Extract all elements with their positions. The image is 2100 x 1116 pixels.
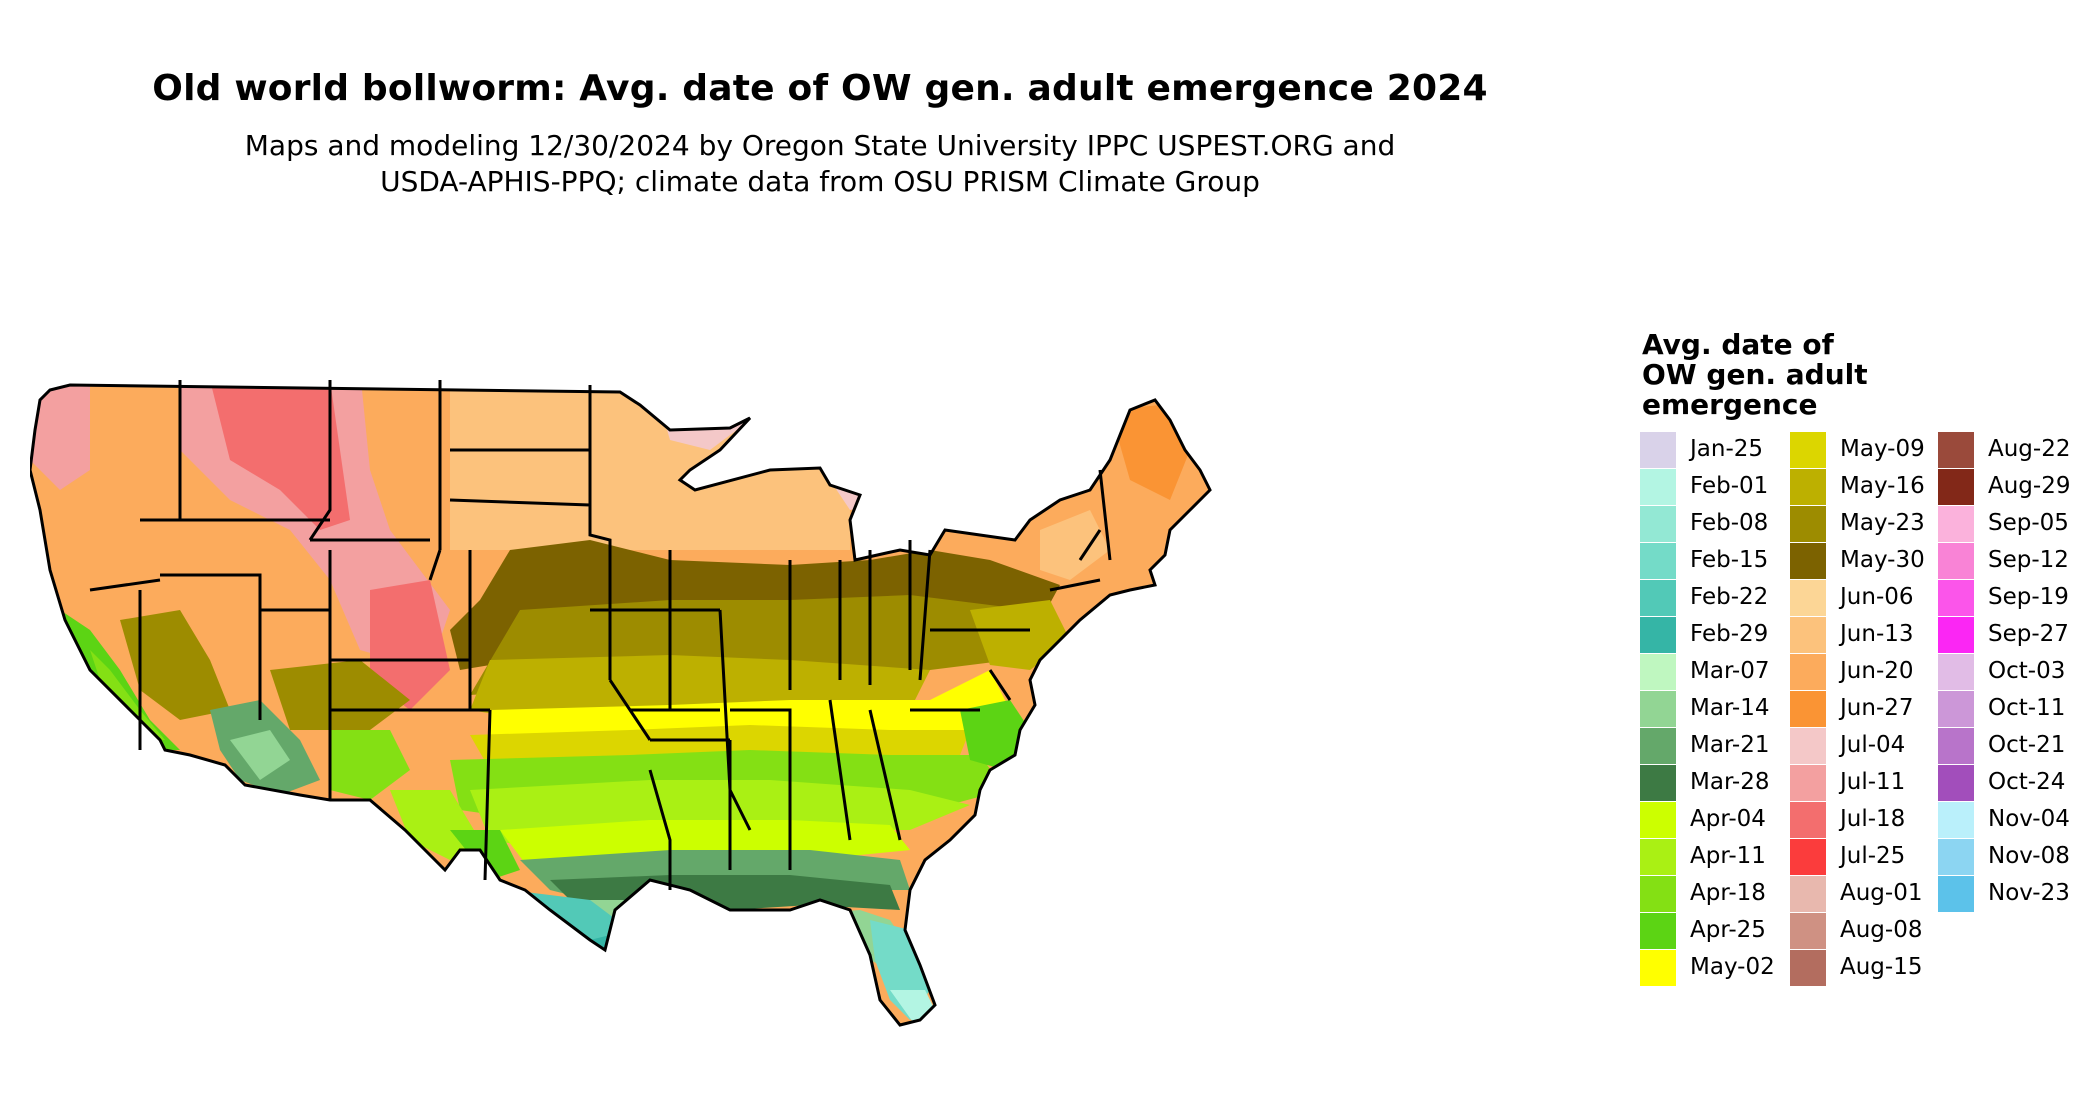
subtitle-line-1: Maps and modeling 12/30/2024 by Oregon S… <box>244 129 1396 162</box>
legend-label: Oct-11 <box>1988 695 2066 721</box>
legend-swatch <box>1640 469 1676 505</box>
legend-swatch <box>1640 432 1676 468</box>
legend-swatch <box>1790 691 1826 727</box>
legend-label: Jun-20 <box>1840 658 1914 684</box>
legend-swatch <box>1938 691 1974 727</box>
legend-label: Sep-19 <box>1988 584 2069 610</box>
map-subtitle: Maps and modeling 12/30/2024 by Oregon S… <box>140 128 1500 200</box>
legend-label: Feb-01 <box>1690 473 1769 499</box>
legend-label: Nov-08 <box>1988 843 2070 869</box>
legend-label: May-02 <box>1690 954 1775 980</box>
legend-label: May-23 <box>1840 510 1925 536</box>
legend-swatch <box>1938 654 1974 690</box>
legend-label: Jun-06 <box>1840 584 1914 610</box>
legend-label: May-30 <box>1840 547 1925 573</box>
legend-label: Aug-15 <box>1840 954 1923 980</box>
legend-swatch <box>1938 506 1974 542</box>
legend-label: Jul-11 <box>1840 769 1906 795</box>
legend-label: May-09 <box>1840 436 1925 462</box>
legend-swatch <box>1790 580 1826 616</box>
legend-label: Mar-14 <box>1690 695 1770 721</box>
legend-swatch <box>1640 728 1676 764</box>
legend-label: Jul-25 <box>1840 843 1906 869</box>
legend-title-line-2: OW gen. adult <box>1642 358 1868 391</box>
legend-label: Feb-22 <box>1690 584 1769 610</box>
legend-label: Apr-25 <box>1690 917 1766 943</box>
legend-label: Jan-25 <box>1690 436 1764 462</box>
map-title: Old world bollworm: Avg. date of OW gen.… <box>152 68 1488 109</box>
legend-swatch <box>1640 876 1676 912</box>
legend-swatch <box>1640 543 1676 579</box>
legend-label: Aug-29 <box>1988 473 2071 499</box>
legend-label: Jul-18 <box>1840 806 1906 832</box>
legend-label: Aug-22 <box>1988 436 2071 462</box>
legend-title: Avg. date of OW gen. adult emergence <box>1642 330 1868 420</box>
legend-swatch <box>1790 950 1826 986</box>
legend-label: Oct-21 <box>1988 732 2066 758</box>
legend-label: Mar-21 <box>1690 732 1770 758</box>
legend-label: Apr-18 <box>1690 880 1766 906</box>
legend-swatch <box>1790 765 1826 801</box>
legend-label: Sep-27 <box>1988 621 2069 647</box>
legend-label: Oct-03 <box>1988 658 2066 684</box>
legend-label: Jun-27 <box>1840 695 1914 721</box>
legend-swatch <box>1640 691 1676 727</box>
legend-swatch <box>1790 839 1826 875</box>
legend-swatch <box>1790 654 1826 690</box>
legend-swatch <box>1640 654 1676 690</box>
legend-swatch <box>1640 580 1676 616</box>
legend-label: Nov-23 <box>1988 880 2070 906</box>
legend-label: Jun-13 <box>1840 621 1914 647</box>
legend-swatch <box>1790 543 1826 579</box>
legend-swatch <box>1790 913 1826 949</box>
legend-swatch <box>1938 876 1974 912</box>
legend-swatch <box>1938 765 1974 801</box>
legend-swatch <box>1640 765 1676 801</box>
legend-swatch <box>1640 617 1676 653</box>
legend-swatch <box>1790 617 1826 653</box>
legend-swatch <box>1790 802 1826 838</box>
legend-swatch <box>1640 802 1676 838</box>
legend-title-line-1: Avg. date of <box>1642 328 1834 361</box>
legend-label: May-16 <box>1840 473 1925 499</box>
subtitle-line-2: USDA-APHIS-PPQ; climate data from OSU PR… <box>380 165 1260 198</box>
legend-swatch <box>1790 506 1826 542</box>
legend-swatch <box>1938 543 1974 579</box>
legend-label: Sep-05 <box>1988 510 2069 536</box>
legend-swatch <box>1640 913 1676 949</box>
legend-swatch <box>1790 876 1826 912</box>
legend-label: Feb-29 <box>1690 621 1769 647</box>
legend-label: Feb-15 <box>1690 547 1769 573</box>
legend-swatch <box>1790 432 1826 468</box>
legend-swatch <box>1938 728 1974 764</box>
us-emergence-map <box>30 380 1212 1027</box>
legend-swatch <box>1938 802 1974 838</box>
legend-label: Feb-08 <box>1690 510 1769 536</box>
legend-label: Mar-07 <box>1690 658 1770 684</box>
legend-label: Sep-12 <box>1988 547 2069 573</box>
legend-label: Jul-04 <box>1840 732 1906 758</box>
legend-swatch <box>1640 506 1676 542</box>
legend-swatch <box>1790 469 1826 505</box>
legend-label: Mar-28 <box>1690 769 1770 795</box>
legend-label: Oct-24 <box>1988 769 2066 795</box>
legend-swatch <box>1938 839 1974 875</box>
legend-swatch <box>1790 728 1826 764</box>
legend-label: Apr-04 <box>1690 806 1766 832</box>
legend-label: Nov-04 <box>1988 806 2070 832</box>
legend-swatch <box>1938 469 1974 505</box>
legend-title-line-3: emergence <box>1642 388 1818 421</box>
legend-swatch <box>1938 617 1974 653</box>
legend-swatch <box>1938 580 1974 616</box>
legend-swatch <box>1938 432 1974 468</box>
legend-swatch <box>1640 839 1676 875</box>
legend-swatch <box>1640 950 1676 986</box>
legend-label: Aug-08 <box>1840 917 1923 943</box>
legend-label: Aug-01 <box>1840 880 1923 906</box>
legend-label: Apr-11 <box>1690 843 1766 869</box>
